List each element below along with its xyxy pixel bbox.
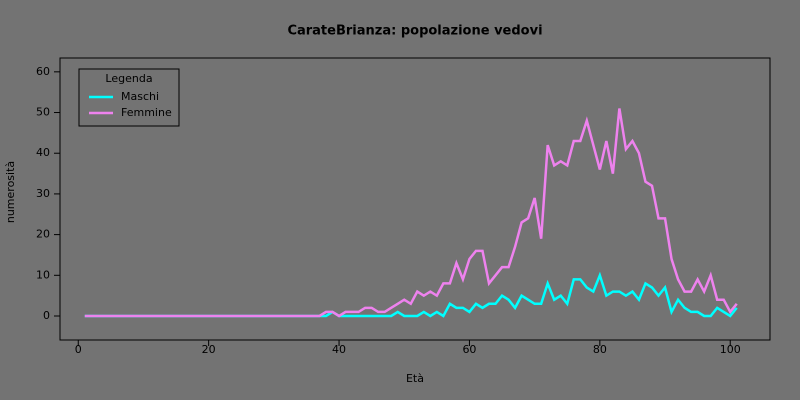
y-tick-label: 60 <box>36 65 50 78</box>
x-tick-label: 100 <box>720 343 741 356</box>
y-tick-label: 40 <box>36 146 50 159</box>
y-tick-label: 20 <box>36 228 50 241</box>
legend-label: Femmine <box>121 106 172 119</box>
y-tick-label: 50 <box>36 106 50 119</box>
x-tick-label: 60 <box>462 343 476 356</box>
x-tick-label: 0 <box>75 343 82 356</box>
x-tick-label: 80 <box>593 343 607 356</box>
chart-title: CarateBrianza: popolazione vedovi <box>287 24 542 39</box>
y-tick-label: 30 <box>36 187 50 200</box>
series-line <box>84 271 738 318</box>
legend-title: Legenda <box>105 72 152 85</box>
x-tick-label: 40 <box>332 343 346 356</box>
y-tick-label: 10 <box>36 268 50 281</box>
y-axis-label: numerosità <box>4 161 17 223</box>
legend-box <box>78 68 180 127</box>
legend-label: Maschi <box>121 90 159 103</box>
series-line <box>84 108 738 318</box>
plot-frame <box>59 57 771 341</box>
x-axis-label: Età <box>406 372 424 385</box>
x-tick-label: 20 <box>202 343 216 356</box>
y-tick-label: 0 <box>43 309 50 322</box>
